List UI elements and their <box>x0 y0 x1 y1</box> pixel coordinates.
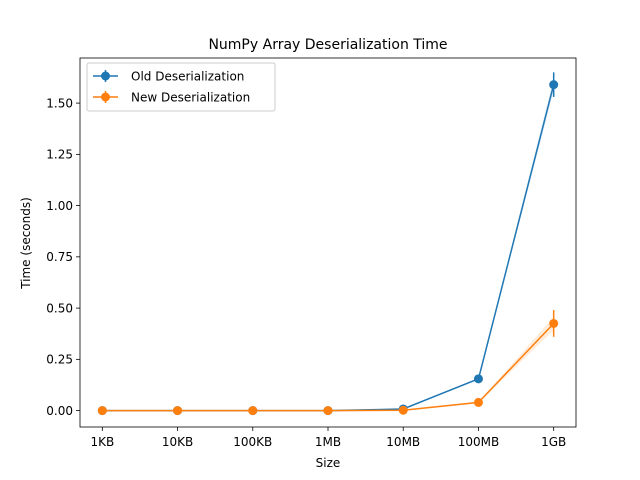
x-tick-label-3: 1MB <box>315 435 341 449</box>
x-tick-label-1: 10KB <box>162 435 193 449</box>
x-axis-label: Size <box>316 456 341 470</box>
series-line-1 <box>102 322 555 412</box>
y-axis-label: Time (seconds) <box>19 197 33 290</box>
legend: Old Deserialization New Deserialization <box>86 62 276 112</box>
series-line-0 <box>102 84 555 412</box>
series-1-point-6 <box>549 318 559 328</box>
y-tick-label-6: 1.50 <box>46 96 73 110</box>
y-tick-label-1: 0.25 <box>46 353 73 367</box>
series-0-point-5 <box>473 374 483 384</box>
legend-label-old: Old Deserialization <box>131 70 244 84</box>
series-1-point-4 <box>398 405 408 415</box>
series-1-point-2 <box>248 406 258 416</box>
series-band-0 <box>102 78 554 411</box>
axes-frame <box>79 57 577 428</box>
series-0-point-6 <box>549 80 559 90</box>
legend-marker-new <box>101 92 110 102</box>
series-1-point-5 <box>473 397 483 407</box>
y-tick-label-5: 1.25 <box>46 148 73 162</box>
series-1-point-0 <box>97 406 107 416</box>
y-tick-label-2: 0.50 <box>46 301 73 315</box>
legend-label-new: New Deserialization <box>131 91 250 105</box>
x-tick-label-2: 100KB <box>233 435 272 449</box>
legend-marker-old <box>101 71 110 81</box>
series-1-point-3 <box>323 406 333 416</box>
x-tick-label-6: 1GB <box>541 435 566 449</box>
y-tick-label-4: 1.00 <box>46 199 73 213</box>
y-tick-label-3: 0.75 <box>46 250 73 264</box>
y-tick-label-0: 0.00 <box>46 404 73 418</box>
series-band-1 <box>102 316 554 411</box>
chart-title: NumPy Array Deserialization Time <box>208 37 447 53</box>
x-tick-label-0: 1KB <box>90 435 114 449</box>
series-1-point-1 <box>173 406 183 416</box>
legend-frame <box>86 62 276 112</box>
plot-area: 1KB 10KB 100KB 1MB 10MB 100MB 1GB 0.00 0.25 0.50 0… <box>46 57 577 449</box>
x-tick-label-4: 10MB <box>386 435 420 449</box>
x-tick-label-5: 100MB <box>458 435 500 449</box>
